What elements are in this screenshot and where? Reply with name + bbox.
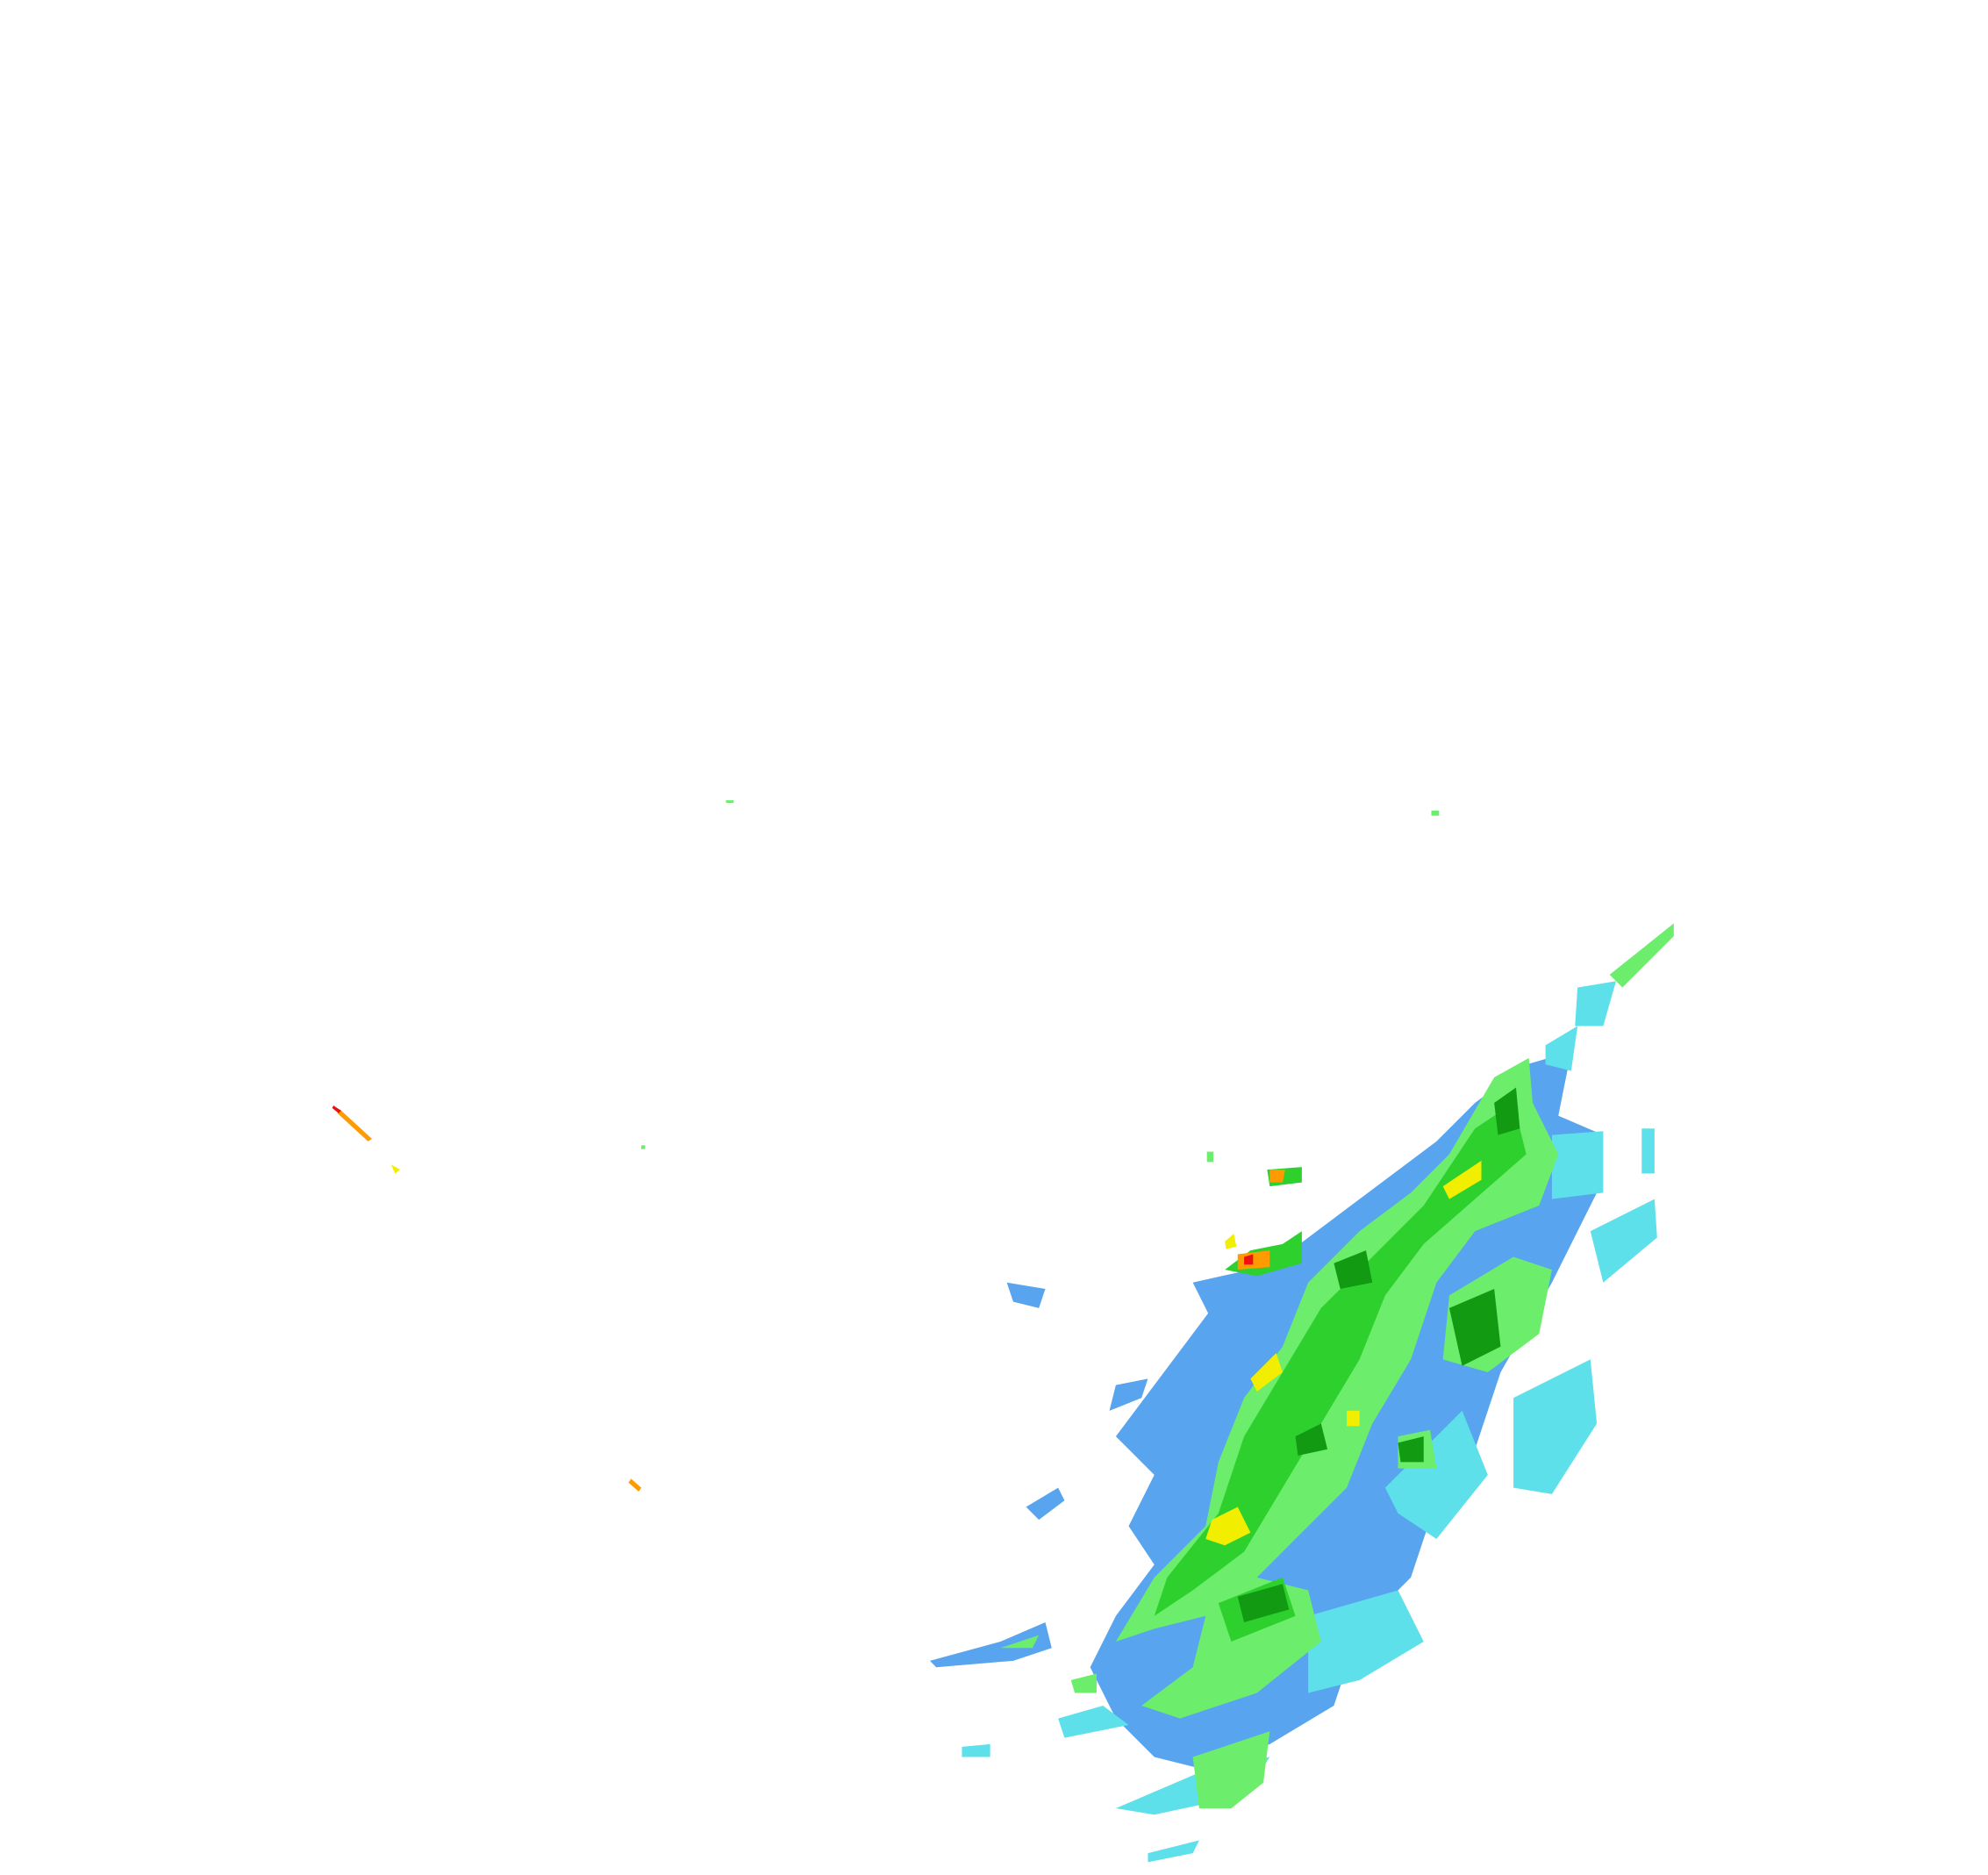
echo-region [1154,1103,1527,1616]
echo-region [1398,1436,1424,1463]
echo-region [1609,923,1674,988]
echo-region [1006,1282,1046,1308]
echo-speck [640,1145,646,1149]
echo-region [1641,1128,1655,1174]
echo-region [1494,1087,1520,1135]
echo-region [628,1478,641,1492]
echo-region [1205,1506,1251,1546]
echo-region [1192,1731,1270,1808]
echo-region [1308,1590,1424,1693]
echo-region [1237,1584,1290,1623]
echo-red-layer [332,1105,1254,1265]
echo-region [1448,1289,1501,1366]
echo-region [1070,1673,1097,1693]
echo-orange-layer [337,1109,1285,1492]
echo-speck [726,800,734,804]
echo-region [337,1109,372,1141]
echo-region [929,1622,1052,1668]
echo-region [1551,1131,1604,1199]
echo-region [1244,1254,1254,1265]
echo-region [1250,1353,1283,1392]
echo-region [1000,1635,1040,1649]
echo-region [1442,1160,1482,1199]
echo-region [1109,1378,1148,1411]
echo-region [1545,1026,1578,1071]
echo-region [1192,1270,1257,1321]
echo-region [1513,1359,1598,1494]
echo-region [1148,1840,1199,1863]
echo-dark-green-layer [1237,1087,1520,1623]
echo-yellow-layer [390,1160,1482,1546]
echo-region [1295,1423,1328,1456]
echo-region [1334,1250,1373,1290]
echo-region [1590,1199,1657,1283]
echo-speck [1431,810,1440,816]
echo-specks [640,800,1440,1163]
echo-region [1575,981,1617,1027]
echo-region [1384,1410,1488,1540]
echo-region [1347,1410,1360,1427]
echo-region [1026,1487,1065,1521]
echo-region [1237,1250,1270,1270]
echo-region [1058,1706,1129,1738]
echo-region [332,1105,341,1113]
echo-region [962,1743,990,1757]
echo-region [1225,1234,1237,1249]
echo-speck [1206,1151,1213,1163]
echo-region [390,1164,401,1174]
echo-region [1269,1170,1285,1183]
